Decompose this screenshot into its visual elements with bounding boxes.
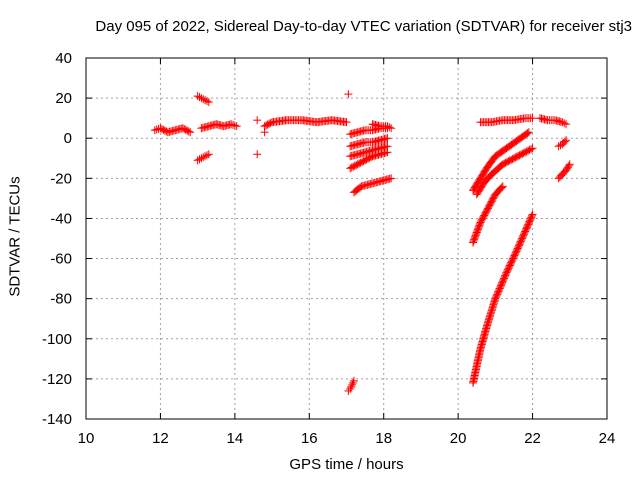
y-tick-label: -40 bbox=[50, 210, 72, 227]
data-point bbox=[387, 124, 396, 133]
y-tick-label: 40 bbox=[55, 50, 72, 67]
data-point bbox=[230, 121, 239, 130]
data-point bbox=[150, 126, 159, 135]
data-point bbox=[523, 129, 532, 138]
data-point bbox=[349, 378, 358, 387]
data-point bbox=[562, 120, 571, 129]
data-point bbox=[253, 150, 262, 159]
data-point bbox=[383, 122, 392, 131]
y-tick-label: -60 bbox=[50, 251, 72, 268]
plot-area bbox=[85, 57, 608, 420]
y-axis-label: SDTVAR / TECUs bbox=[6, 176, 24, 297]
data-point bbox=[528, 210, 537, 219]
data-point bbox=[199, 95, 208, 104]
x-tick-label: 20 bbox=[450, 430, 467, 447]
chart-title: Day 095 of 2022, Sidereal Day-to-day VTE… bbox=[95, 18, 632, 35]
tick-labels: 10 12 14 16 18 20 22 24 40 20 0 -20 -40 -60 -80 -100 -12… bbox=[42, 50, 615, 447]
x-tick-label: 18 bbox=[375, 430, 392, 447]
data-point bbox=[558, 118, 567, 127]
data-point bbox=[348, 380, 357, 389]
grid-lines bbox=[86, 58, 607, 419]
data-point bbox=[349, 376, 358, 385]
y-tick-label: -100 bbox=[42, 331, 72, 348]
data-point bbox=[197, 154, 206, 163]
x-tick-label: 22 bbox=[524, 430, 541, 447]
data-point bbox=[195, 93, 204, 102]
x-tick-label: 14 bbox=[227, 430, 244, 447]
data-point bbox=[193, 92, 202, 101]
data-point bbox=[152, 125, 161, 134]
data-point bbox=[202, 151, 211, 160]
data-point bbox=[227, 120, 236, 129]
data-point bbox=[199, 153, 208, 162]
data-point bbox=[560, 119, 569, 128]
y-tick-label: -20 bbox=[50, 170, 72, 187]
data-point bbox=[385, 123, 394, 132]
data-point bbox=[383, 134, 392, 143]
data-point bbox=[383, 148, 392, 157]
data-point bbox=[184, 127, 193, 136]
data-point bbox=[564, 161, 573, 170]
data-point bbox=[524, 128, 533, 137]
data-point bbox=[232, 122, 241, 131]
x-tick-label: 24 bbox=[599, 430, 616, 447]
data-point bbox=[201, 96, 210, 105]
y-tick-label: 0 bbox=[64, 130, 72, 147]
data-point bbox=[562, 136, 571, 145]
data-point bbox=[497, 183, 506, 192]
data-point bbox=[498, 182, 507, 191]
data-point bbox=[186, 128, 195, 137]
data-point bbox=[344, 90, 353, 99]
x-axis-label: GPS time / hours bbox=[289, 456, 404, 473]
data-point bbox=[346, 384, 355, 393]
data-point bbox=[528, 144, 537, 153]
data-point bbox=[387, 174, 396, 183]
data-point bbox=[344, 386, 353, 395]
data-point bbox=[560, 137, 569, 146]
data-point bbox=[260, 128, 269, 137]
y-tick-label: 20 bbox=[55, 90, 72, 107]
data-point bbox=[202, 97, 211, 106]
data-point bbox=[197, 94, 206, 103]
y-tick-label: -140 bbox=[42, 411, 72, 428]
y-tick-label: -120 bbox=[42, 371, 72, 388]
data-point bbox=[204, 150, 213, 159]
data-point bbox=[201, 152, 210, 161]
data-point bbox=[195, 155, 204, 164]
data-point bbox=[528, 114, 537, 123]
data-point bbox=[193, 156, 202, 165]
y-tick-label: -80 bbox=[50, 291, 72, 308]
data-point bbox=[527, 211, 536, 220]
data-point bbox=[204, 98, 213, 107]
data-point bbox=[565, 160, 574, 169]
data-point bbox=[527, 145, 536, 154]
axis-ticks bbox=[85, 57, 608, 420]
x-tick-label: 10 bbox=[78, 430, 95, 447]
data-point bbox=[342, 118, 351, 127]
data-point bbox=[347, 382, 356, 391]
data-point bbox=[554, 142, 563, 151]
x-tick-label: 16 bbox=[301, 430, 318, 447]
data-point bbox=[253, 116, 262, 125]
data-point bbox=[228, 120, 237, 129]
x-tick-label: 12 bbox=[152, 430, 169, 447]
data-points bbox=[150, 90, 574, 395]
